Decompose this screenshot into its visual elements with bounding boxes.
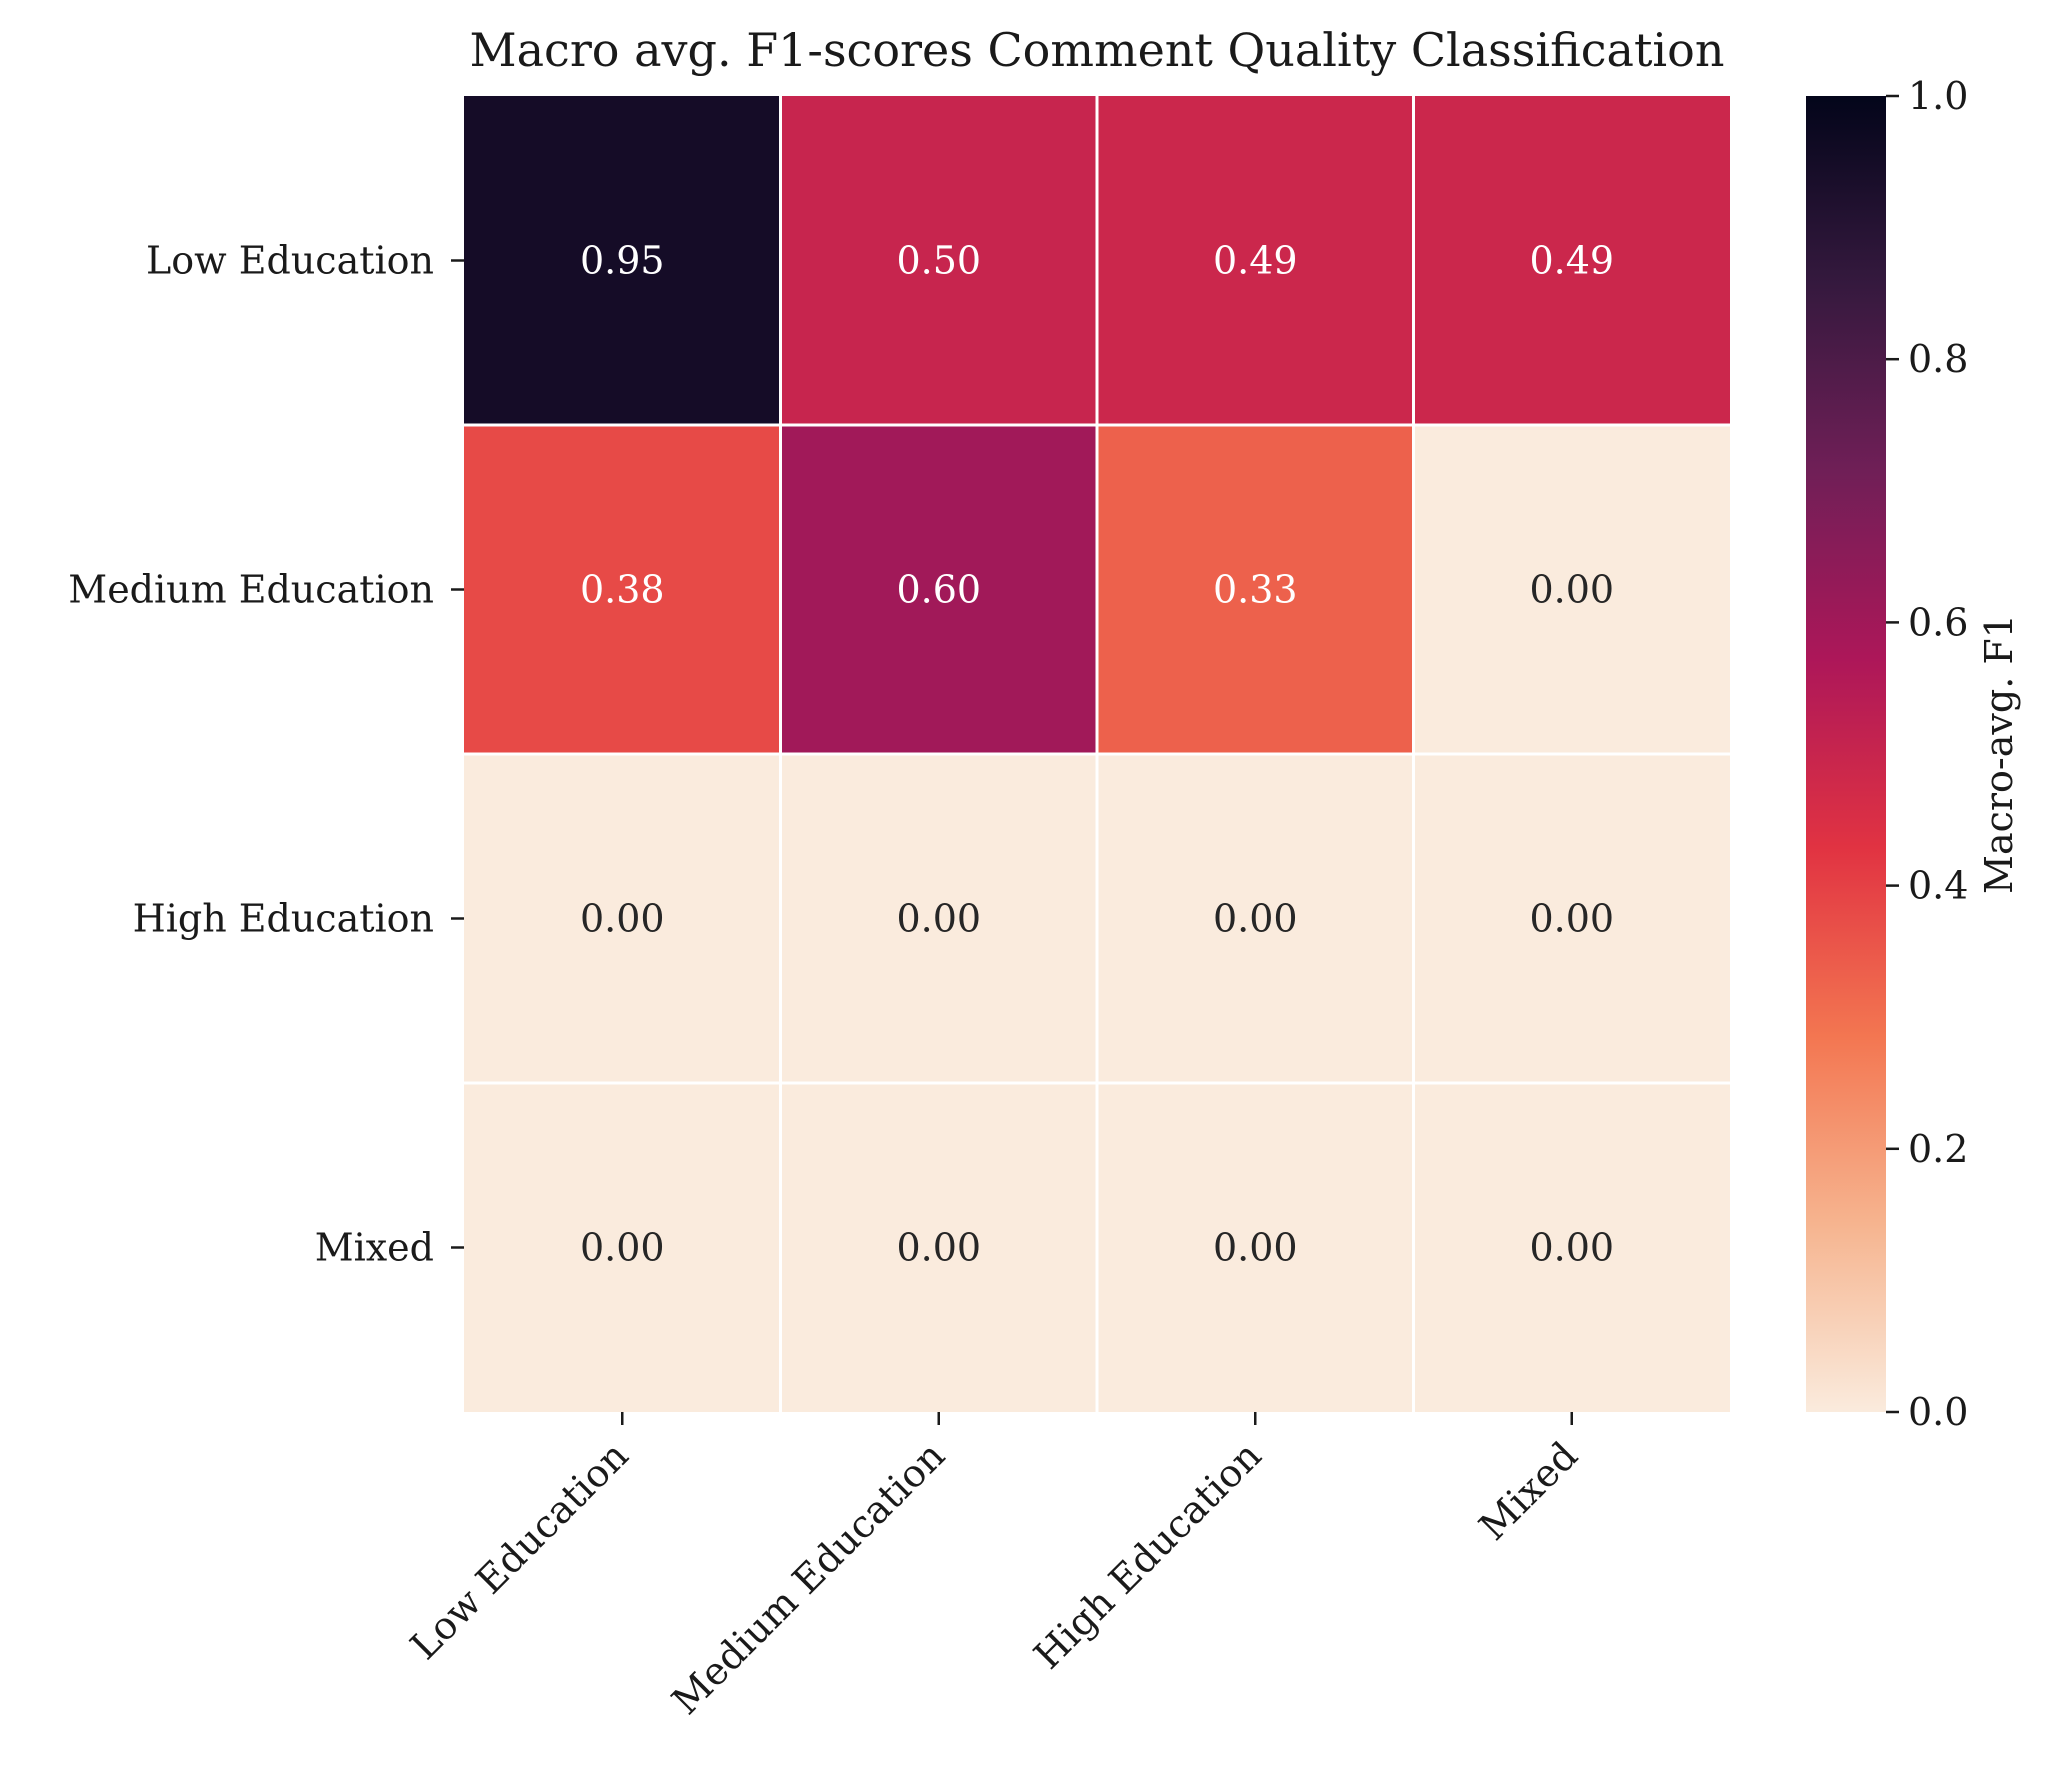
heatmap-cells	[464, 96, 1730, 1412]
heatmap-cell	[464, 425, 781, 754]
heatmap-cell	[780, 425, 1097, 754]
heatmap-cell	[1413, 96, 1730, 425]
cell-value-label: 0.60	[896, 568, 981, 612]
cell-value-label: 0.50	[896, 239, 981, 283]
cell-value-label: 0.00	[1529, 568, 1614, 612]
colorbar: 0.0 0.2 0.4 0.6 0.8 1.0 Macro-avg. F1	[1806, 74, 2021, 1434]
cell-value-labels: 0.95 0.50 0.49 0.49 0.38 0.60 0.33 0.00 0.00 0.00…	[580, 239, 1614, 1270]
cell-value-label: 0.49	[1213, 239, 1298, 283]
heatmap-cell	[1413, 754, 1730, 1083]
cell-value-label: 0.00	[1213, 1226, 1298, 1270]
x-axis: Low Education Medium Education High Educat…	[402, 1412, 1586, 1723]
cell-value-label: 0.00	[580, 1226, 665, 1270]
y-tick-label: Mixed	[315, 1226, 434, 1270]
cell-value-label: 0.33	[1213, 568, 1298, 612]
cell-gridlines	[464, 96, 1730, 1412]
y-axis: Low Education Medium Education High Educat…	[68, 239, 464, 1270]
heatmap-cell	[1413, 425, 1730, 754]
cell-value-label: 0.00	[896, 1226, 981, 1270]
colorbar-label: Macro-avg. F1	[1977, 614, 2021, 894]
heatmap-cell	[464, 754, 781, 1083]
cell-value-label: 0.00	[1213, 897, 1298, 941]
heatmap-cell	[1413, 1083, 1730, 1412]
colorbar-tick-label: 0.6	[1908, 600, 1968, 644]
colorbar-tick-label: 0.2	[1908, 1127, 1968, 1171]
heatmap-cell	[780, 754, 1097, 1083]
cell-value-label: 0.00	[1529, 1226, 1614, 1270]
x-tick-label: Low Education	[402, 1433, 637, 1668]
heatmap-cell	[464, 1083, 781, 1412]
cell-value-label: 0.00	[580, 897, 665, 941]
heatmap-cell	[780, 1083, 1097, 1412]
x-tick-label: Medium Education	[663, 1433, 953, 1723]
y-tick-label: Low Education	[146, 239, 434, 283]
heatmap-cell	[1097, 1083, 1414, 1412]
heatmap-cell	[464, 96, 781, 425]
heatmap-cell	[1097, 96, 1414, 425]
y-tick-label: High Education	[133, 897, 434, 941]
y-tick-label: Medium Education	[68, 568, 434, 612]
colorbar-tick-label: 1.0	[1908, 74, 1968, 118]
colorbar-tick-label: 0.8	[1908, 337, 1968, 381]
cell-value-label: 0.38	[580, 568, 665, 612]
cell-value-label: 0.49	[1529, 239, 1614, 283]
heatmap-cell	[1097, 754, 1414, 1083]
heatmap-cell	[780, 96, 1097, 425]
colorbar-tick-label: 0.4	[1908, 864, 1968, 908]
x-tick-label: Mixed	[1471, 1433, 1586, 1548]
chart-title: Macro avg. F1-scores Comment Quality Cla…	[470, 23, 1725, 77]
colorbar-tick-label: 0.0	[1908, 1390, 1968, 1434]
colorbar-gradient	[1806, 96, 1886, 1412]
cell-value-label: 0.00	[1529, 897, 1614, 941]
x-tick-label: High Education	[1025, 1433, 1269, 1677]
heatmap-cell	[1097, 425, 1414, 754]
cell-value-label: 0.95	[580, 239, 665, 283]
cell-value-label: 0.00	[896, 897, 981, 941]
